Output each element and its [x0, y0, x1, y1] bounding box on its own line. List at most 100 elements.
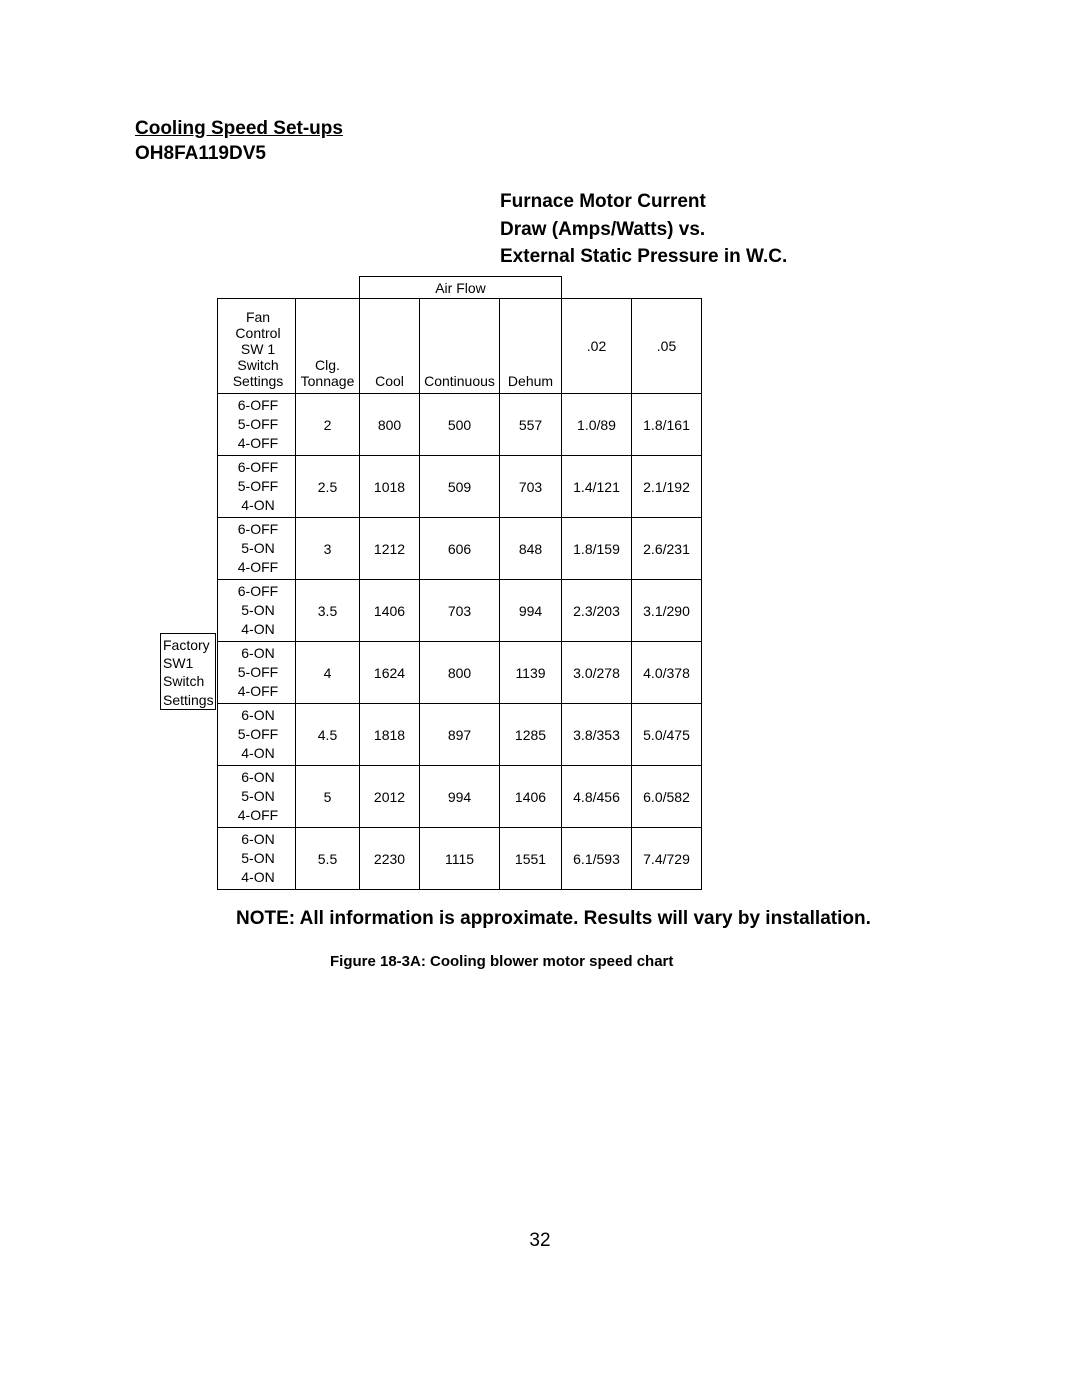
- hdr-settings-l3: SW 1: [221, 341, 295, 357]
- cell-tonnage: 3.5: [296, 580, 360, 642]
- cell-02: 6.1/593: [562, 828, 632, 890]
- cell-cool: 1624: [360, 642, 420, 704]
- cell-05: 2.1/192: [632, 456, 702, 518]
- factory-settings-label: Factory SW1 Switch Settings: [160, 633, 216, 710]
- cell-tonnage: 5: [296, 766, 360, 828]
- cell-dehum: 1139: [500, 642, 562, 704]
- cell-05: 2.6/231: [632, 518, 702, 580]
- cell-dehum: 994: [500, 580, 562, 642]
- sw-line: 6-OFF: [221, 396, 295, 415]
- cell-cool: 1818: [360, 704, 420, 766]
- cell-05: 7.4/729: [632, 828, 702, 890]
- cell-cool: 1406: [360, 580, 420, 642]
- section-heading: Cooling Speed Set-ups: [135, 118, 343, 140]
- cell-cool: 2012: [360, 766, 420, 828]
- sw-line: 5-OFF: [221, 477, 295, 496]
- subtitle-line2: Draw (Amps/Watts) vs.: [500, 216, 787, 244]
- sw-line: 6-OFF: [221, 520, 295, 539]
- hdr-settings-l1: Fan: [221, 309, 295, 325]
- cell-cont: 800: [420, 642, 500, 704]
- factory-l4: Settings: [163, 691, 213, 709]
- sw-line: 6-OFF: [221, 458, 295, 477]
- subtitle-line3: External Static Pressure in W.C.: [500, 243, 787, 271]
- hdr-dehum: Dehum: [500, 299, 562, 394]
- factory-l2: SW1: [163, 654, 213, 672]
- sw-line: 4-OFF: [221, 682, 295, 701]
- factory-l3: Switch: [163, 672, 213, 690]
- sw-line: 4-ON: [221, 868, 295, 887]
- cell-02: 1.0/89: [562, 394, 632, 456]
- cell-02: 3.0/278: [562, 642, 632, 704]
- cell-cool: 1018: [360, 456, 420, 518]
- cell-cool: 800: [360, 394, 420, 456]
- cell-02: 4.8/456: [562, 766, 632, 828]
- sw-line: 4-ON: [221, 744, 295, 763]
- cell-02: 1.8/159: [562, 518, 632, 580]
- cell-tonnage: 3: [296, 518, 360, 580]
- table-row: 6-ON 5-OFF 4-ON 4.5 1818 897 1285 3.8/35…: [218, 704, 702, 766]
- hdr-cool: Cool: [360, 299, 420, 394]
- model-heading: OH8FA119DV5: [135, 143, 266, 165]
- hdr-tonnage-l2: Tonnage: [296, 373, 359, 389]
- hdr-settings-l2: Control: [221, 325, 295, 341]
- cell-cont: 1115: [420, 828, 500, 890]
- table-row: 6-ON 5-OFF 4-OFF 4 1624 800 1139 3.0/278…: [218, 642, 702, 704]
- hdr-tonnage-l1: Clg.: [296, 357, 359, 373]
- hdr-settings: Fan Control SW 1 Switch Settings: [218, 299, 296, 394]
- airflow-header: Air Flow: [360, 277, 562, 299]
- cell-dehum: 1406: [500, 766, 562, 828]
- hdr-tonnage: Clg. Tonnage: [296, 299, 360, 394]
- cell-tonnage: 4: [296, 642, 360, 704]
- cell-cont: 994: [420, 766, 500, 828]
- hdr-05: .05: [632, 299, 702, 394]
- cell-02: 2.3/203: [562, 580, 632, 642]
- sw-line: 4-ON: [221, 496, 295, 515]
- sw-line: 6-ON: [221, 644, 295, 663]
- cell-dehum: 703: [500, 456, 562, 518]
- factory-l1: Factory: [163, 636, 213, 654]
- sw-line: 6-ON: [221, 768, 295, 787]
- cell-tonnage: 2.5: [296, 456, 360, 518]
- sw-line: 6-OFF: [221, 582, 295, 601]
- sw-line: 5-OFF: [221, 725, 295, 744]
- sw-line: 4-ON: [221, 620, 295, 639]
- sw-line: 4-OFF: [221, 558, 295, 577]
- cooling-speed-table: Air Flow Fan Control SW 1 Switch Setting…: [217, 276, 702, 890]
- table-row: 6-OFF 5-OFF 4-ON 2.5 1018 509 703 1.4/12…: [218, 456, 702, 518]
- cell-05: 6.0/582: [632, 766, 702, 828]
- sw-line: 5-OFF: [221, 663, 295, 682]
- cell-02: 3.8/353: [562, 704, 632, 766]
- sw-line: 4-OFF: [221, 434, 295, 453]
- subtitle-line1: Furnace Motor Current: [500, 188, 787, 216]
- table-row: 6-ON 5-ON 4-OFF 5 2012 994 1406 4.8/456 …: [218, 766, 702, 828]
- sw-line: 6-ON: [221, 830, 295, 849]
- table-row: 6-OFF 5-OFF 4-OFF 2 800 500 557 1.0/89 1…: [218, 394, 702, 456]
- hdr-settings-l5: Settings: [221, 373, 295, 389]
- cell-cool: 1212: [360, 518, 420, 580]
- note-text: NOTE: All information is approximate. Re…: [236, 908, 871, 930]
- sw-line: 5-ON: [221, 601, 295, 620]
- hdr-continuous: Continuous: [420, 299, 500, 394]
- cell-tonnage: 5.5: [296, 828, 360, 890]
- cell-dehum: 848: [500, 518, 562, 580]
- table-row: Air Flow: [218, 277, 702, 299]
- sw-line: 5-ON: [221, 849, 295, 868]
- sub-title-block: Furnace Motor Current Draw (Amps/Watts) …: [500, 188, 787, 271]
- cell-dehum: 557: [500, 394, 562, 456]
- table-row: 6-ON 5-ON 4-ON 5.5 2230 1115 1551 6.1/59…: [218, 828, 702, 890]
- cell-05: 4.0/378: [632, 642, 702, 704]
- table-row: 6-OFF 5-ON 4-OFF 3 1212 606 848 1.8/159 …: [218, 518, 702, 580]
- figure-caption: Figure 18-3A: Cooling blower motor speed…: [330, 953, 673, 970]
- cell-05: 1.8/161: [632, 394, 702, 456]
- cell-dehum: 1285: [500, 704, 562, 766]
- sw-line: 5-ON: [221, 787, 295, 806]
- sw-line: 4-OFF: [221, 806, 295, 825]
- cell-dehum: 1551: [500, 828, 562, 890]
- cell-cont: 897: [420, 704, 500, 766]
- cell-05: 3.1/290: [632, 580, 702, 642]
- sw-line: 5-OFF: [221, 415, 295, 434]
- cell-cont: 509: [420, 456, 500, 518]
- cell-cont: 500: [420, 394, 500, 456]
- cell-02: 1.4/121: [562, 456, 632, 518]
- hdr-02: .02: [562, 299, 632, 394]
